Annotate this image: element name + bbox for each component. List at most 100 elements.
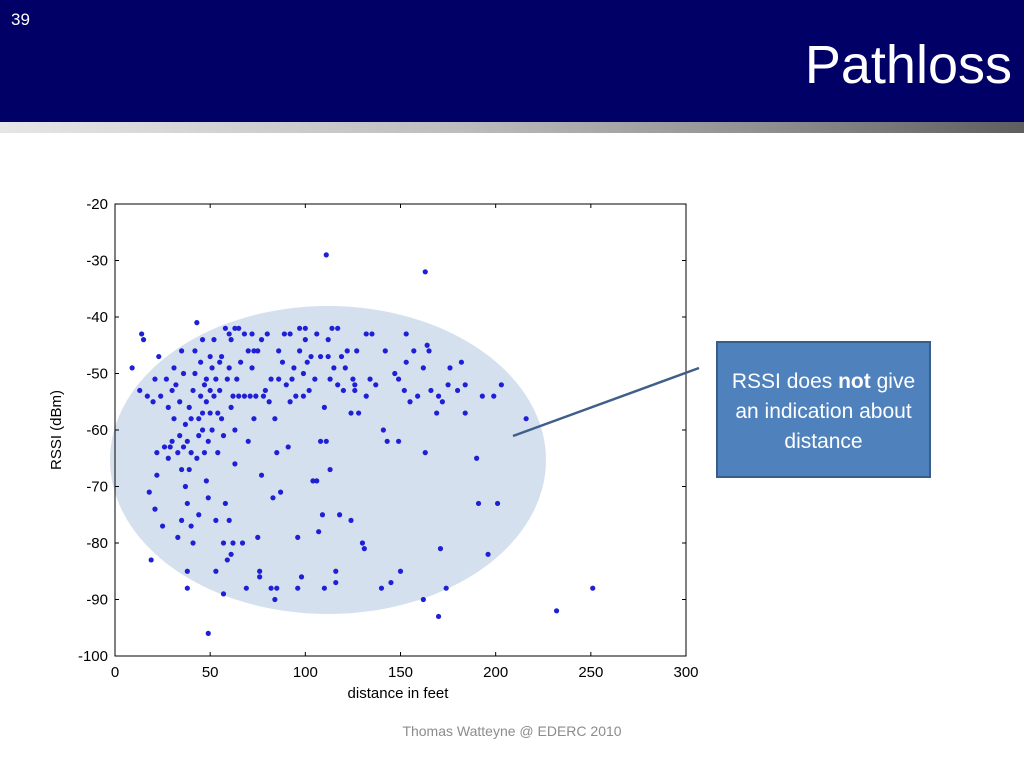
- data-point: [226, 331, 232, 337]
- data-point: [407, 399, 413, 405]
- y-tick-label: -70: [86, 479, 108, 496]
- data-point: [403, 359, 409, 365]
- data-point: [245, 348, 251, 354]
- x-tick-label: 100: [293, 664, 318, 681]
- data-point: [300, 370, 307, 377]
- data-point: [230, 393, 236, 399]
- data-point: [213, 517, 219, 524]
- data-point: [276, 348, 282, 354]
- data-point: [277, 489, 284, 495]
- data-point: [215, 410, 221, 416]
- data-point: [158, 393, 164, 399]
- data-point: [268, 376, 274, 382]
- data-point: [316, 529, 322, 535]
- highlight-ellipse: [110, 306, 546, 614]
- data-point: [241, 393, 248, 399]
- y-tick-label: -90: [86, 592, 108, 609]
- data-point: [161, 444, 168, 450]
- data-point: [367, 376, 373, 382]
- data-point: [363, 393, 369, 399]
- data-point: [188, 416, 194, 422]
- data-point: [384, 438, 390, 444]
- data-point: [196, 433, 202, 439]
- data-point: [228, 404, 234, 410]
- data-point: [274, 585, 280, 591]
- data-point: [344, 348, 350, 354]
- data-point: [352, 382, 358, 388]
- data-point: [192, 348, 198, 354]
- data-point: [171, 365, 177, 371]
- data-point: [129, 365, 135, 371]
- data-point: [321, 585, 327, 591]
- data-point: [140, 337, 147, 343]
- data-point: [415, 393, 421, 399]
- data-point: [220, 433, 227, 439]
- data-point: [230, 540, 236, 546]
- data-point: [177, 399, 183, 405]
- data-point: [373, 382, 379, 388]
- data-point: [203, 478, 209, 484]
- data-point: [232, 427, 238, 433]
- data-point: [196, 512, 202, 518]
- data-point: [434, 410, 440, 416]
- data-point: [205, 630, 211, 637]
- data-point: [356, 410, 362, 416]
- data-point: [359, 540, 366, 546]
- axis-ticks: 0 50 100 150 200 250 300 -20 -30 -40 -50 -60 -70 -80 -…: [78, 196, 699, 681]
- data-point: [167, 444, 173, 450]
- data-point: [169, 438, 175, 444]
- data-point: [317, 438, 324, 444]
- data-point: [323, 438, 329, 444]
- x-tick-label: 250: [578, 664, 603, 681]
- x-tick-label: 200: [483, 664, 508, 681]
- data-point: [201, 382, 208, 388]
- header-gradient-bar: [0, 122, 1024, 133]
- data-point: [323, 252, 329, 258]
- data-point: [190, 387, 196, 394]
- data-point: [258, 472, 265, 478]
- data-point: [175, 450, 181, 456]
- data-point: [295, 585, 301, 591]
- data-point: [523, 416, 529, 422]
- data-point: [494, 500, 501, 507]
- data-point: [203, 399, 209, 405]
- data-point: [304, 359, 310, 365]
- data-point: [224, 376, 230, 382]
- x-tick-label: 150: [388, 664, 413, 681]
- data-point: [184, 585, 190, 591]
- data-point: [198, 393, 204, 399]
- data-point: [475, 500, 482, 507]
- data-point: [458, 359, 465, 365]
- data-point: [194, 320, 200, 326]
- data-point: [422, 269, 428, 275]
- data-point: [312, 376, 318, 382]
- data-point: [462, 410, 468, 416]
- data-point: [218, 416, 225, 422]
- data-point: [266, 399, 272, 405]
- data-point: [224, 557, 230, 563]
- data-point: [314, 478, 320, 484]
- data-point: [190, 540, 196, 546]
- data-point: [159, 523, 166, 529]
- data-point: [380, 427, 386, 433]
- data-point: [369, 331, 375, 337]
- y-tick-label: -80: [86, 535, 108, 552]
- data-point: [411, 348, 417, 354]
- data-point: [479, 393, 485, 399]
- data-point: [319, 512, 326, 518]
- data-point: [293, 393, 299, 399]
- data-point: [348, 517, 354, 524]
- data-point: [173, 382, 179, 388]
- data-point: [274, 450, 280, 456]
- data-point: [253, 393, 259, 399]
- data-point: [169, 387, 175, 394]
- data-point: [342, 365, 348, 371]
- data-point: [184, 568, 190, 574]
- data-point: [270, 495, 276, 501]
- data-point: [289, 376, 295, 382]
- data-point: [298, 574, 305, 580]
- slide-footer: Thomas Watteyne @ EDERC 2010: [402, 723, 622, 739]
- data-point: [276, 376, 282, 382]
- data-point: [335, 325, 341, 331]
- data-point: [228, 551, 234, 557]
